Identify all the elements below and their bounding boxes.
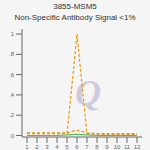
svg-text:.2: .2 <box>9 112 15 118</box>
svg-text:6: 6 <box>75 144 79 150</box>
svg-text:2: 2 <box>35 144 39 150</box>
svg-text:12: 12 <box>134 144 141 150</box>
svg-text:5: 5 <box>65 144 69 150</box>
html-text:3855-MSM5: 3855-MSM5 <box>53 2 97 11</box>
html-text:Non-Specific Antibody Signal <: Non-Specific Antibody Signal <1% <box>14 13 136 22</box>
svg-text:4: 4 <box>55 144 59 150</box>
svg-text:.6: .6 <box>9 72 15 78</box>
svg-text:.4: .4 <box>9 92 15 98</box>
html-text:Q: Q <box>75 72 102 113</box>
svg-text:10: 10 <box>114 144 121 150</box>
svg-text:8: 8 <box>95 144 99 150</box>
svg-text:.8: .8 <box>9 51 15 57</box>
svg-text:0: 0 <box>11 133 15 139</box>
svg-text:11: 11 <box>124 144 131 150</box>
svg-text:7: 7 <box>85 144 89 150</box>
svg-text:9: 9 <box>105 144 109 150</box>
svg-text:1: 1 <box>25 144 29 150</box>
svg-text:1: 1 <box>11 31 15 37</box>
svg-text:3: 3 <box>45 144 49 150</box>
